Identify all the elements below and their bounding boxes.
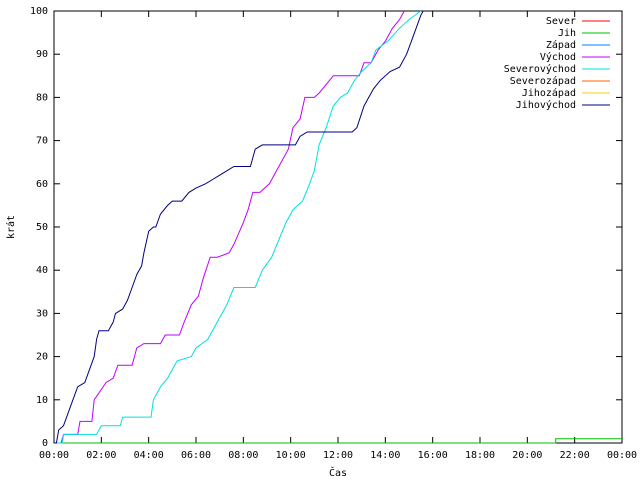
y-tick-label: 30 <box>36 308 48 319</box>
series-line-jih <box>54 438 622 444</box>
y-tick-label: 10 <box>36 395 48 406</box>
y-tick-label: 80 <box>36 92 48 103</box>
y-tick-label: 60 <box>36 179 48 190</box>
x-tick-label: 12:00 <box>323 450 353 461</box>
x-tick-label: 10:00 <box>276 450 306 461</box>
x-tick-label: 16:00 <box>418 450 448 461</box>
y-tick-label: 100 <box>30 6 48 17</box>
y-tick-label: 40 <box>36 265 48 276</box>
legend-label: Jih <box>558 28 576 39</box>
x-tick-label: 22:00 <box>560 450 590 461</box>
legend-label: Západ <box>546 39 576 51</box>
legend-label: Jihovýchod <box>516 99 576 111</box>
legend-label: Východ <box>540 51 576 63</box>
series-line-severovýchod <box>54 10 422 444</box>
y-tick-label: 20 <box>36 352 48 363</box>
y-axis-label: krát <box>5 215 17 239</box>
x-tick-label: 08:00 <box>228 450 258 461</box>
series-line-jihovýchod <box>54 10 424 444</box>
legend-label: Sever <box>546 16 576 27</box>
y-tick-label: 70 <box>36 136 48 147</box>
y-tick-label: 90 <box>36 49 48 60</box>
legend-label: Severovýchod <box>504 63 576 75</box>
series-lines <box>54 10 622 444</box>
y-axis: 0 10 20 30 40 50 60 70 80 90 100 <box>30 6 622 449</box>
legend-label: Jihozápad <box>522 87 576 99</box>
x-axis-label: Čas <box>329 466 347 479</box>
x-tick-label: 02:00 <box>86 450 116 461</box>
y-tick-label: 0 <box>42 438 48 449</box>
x-tick-label: 18:00 <box>465 450 495 461</box>
x-axis: 00:00 02:00 04:00 06:00 08:00 10:00 12:00 14:00… <box>39 11 637 461</box>
series-line-východ <box>54 10 405 444</box>
x-tick-label: 14:00 <box>370 450 400 461</box>
y-tick-label: 50 <box>36 222 48 233</box>
x-tick-label: 20:00 <box>512 450 542 461</box>
legend: SeverJihZápadVýchodSeverovýchodSeverozáp… <box>504 16 610 111</box>
x-tick-label: 04:00 <box>134 450 164 461</box>
x-tick-label: 00:00 <box>39 450 69 461</box>
x-tick-label: 06:00 <box>181 450 211 461</box>
legend-label: Severozápad <box>510 75 576 87</box>
x-tick-label: 00:00 <box>607 450 637 461</box>
